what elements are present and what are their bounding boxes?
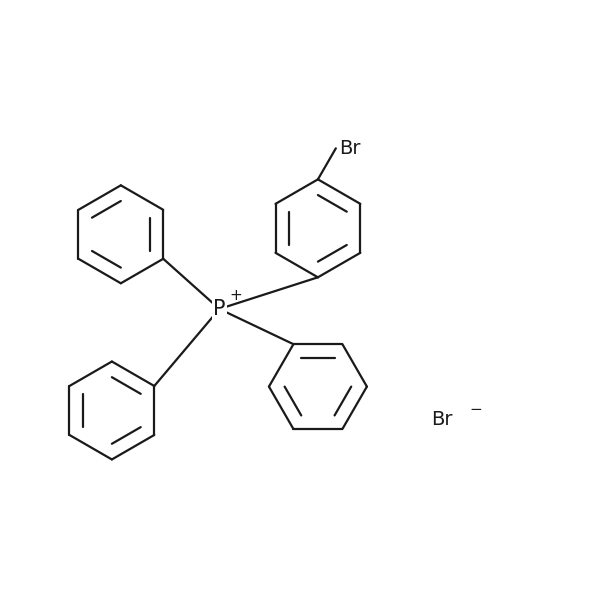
Text: +: + xyxy=(230,289,242,304)
Text: Br: Br xyxy=(339,139,361,158)
Text: −: − xyxy=(469,403,482,418)
Text: Br: Br xyxy=(431,410,453,429)
Text: P: P xyxy=(213,299,226,319)
